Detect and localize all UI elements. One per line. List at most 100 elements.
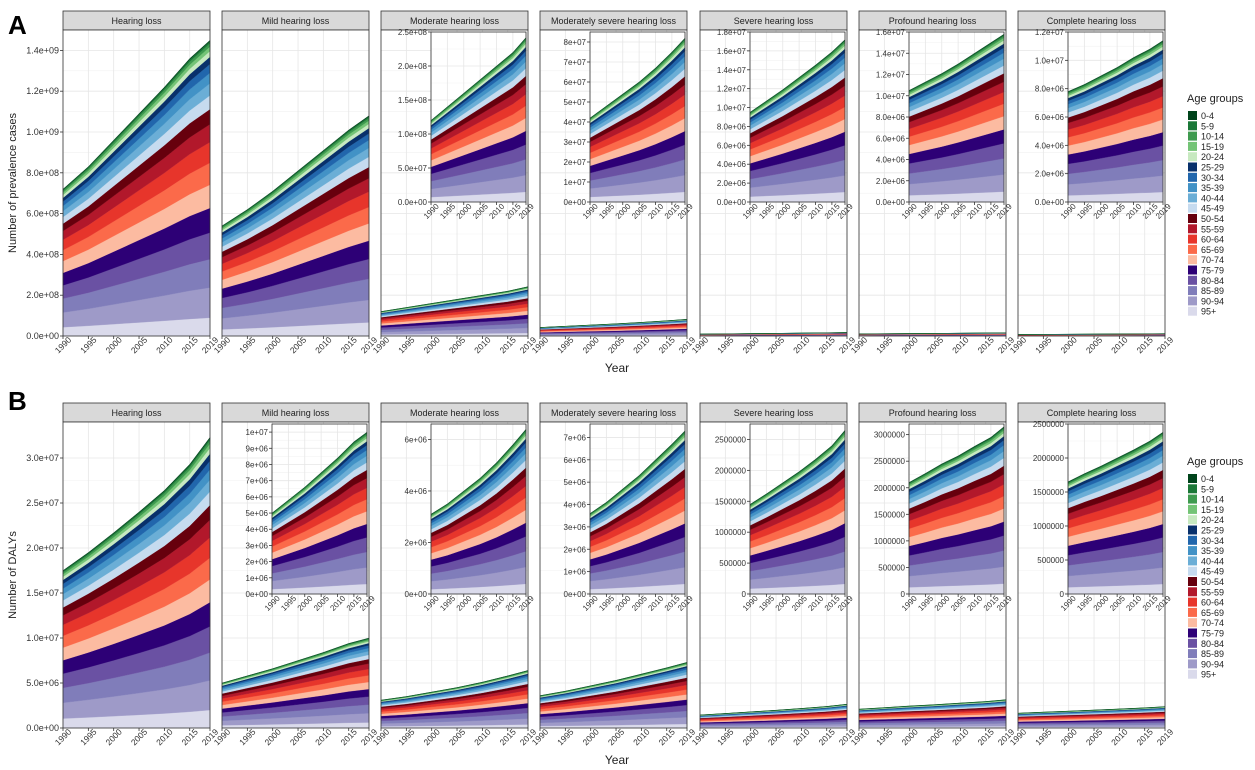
- main-ytick-label-1: 2.0e+08: [26, 290, 59, 300]
- main-xtick-label-1995: 1995: [396, 335, 417, 356]
- main-ytick-label-5: 1.0e+09: [26, 127, 59, 137]
- inset-ytick-label-9: 1.8e+07: [717, 28, 747, 37]
- main-xtick-label-2015: 2015: [975, 727, 996, 748]
- plot-border: [62, 421, 211, 729]
- legend-label-40-44: 40-44: [1201, 556, 1224, 566]
- legend-label-90-94: 90-94: [1201, 659, 1224, 669]
- main-ytick-label-2: 1.0e+07: [26, 633, 59, 643]
- main-xtick-label-2010: 2010: [631, 727, 652, 748]
- main-xtick-label-2000: 2000: [899, 727, 920, 748]
- inset-ytick-label-8: 8e+07: [564, 38, 587, 47]
- legend-swatch-50-54: [1188, 214, 1197, 223]
- facet-title: Moderate hearing loss: [410, 408, 500, 418]
- inset-ytick-label-3: 3e+06: [246, 541, 269, 550]
- main-xtick-label-2010: 2010: [472, 727, 493, 748]
- inset-ytick-label-5: 2500000: [1033, 420, 1065, 429]
- inset-ytick-label-1: 500000: [1037, 556, 1064, 565]
- inset-ytick-label-3: 1.5e+08: [398, 96, 428, 105]
- main-xtick-label-2010: 2010: [313, 727, 334, 748]
- panel-B: B Number of DALYs Year Hearing loss 0.0e+00 5…: [7, 386, 1244, 767]
- legend-swatch-10-14: [1188, 494, 1197, 504]
- inset-ytick-label-0: 0.0e+00: [717, 198, 747, 207]
- inset-ytick-label-7: 7e+06: [246, 477, 269, 486]
- facet-title: Hearing loss: [111, 408, 162, 418]
- main-xtick-label-2000: 2000: [1058, 335, 1079, 356]
- inset-ytick-label-1: 2.0e+06: [717, 179, 747, 188]
- legend: Age groups 0-45-910-1415-1920-2425-2930-3…: [1187, 456, 1244, 680]
- inset-ytick-label-8: 1.6e+07: [717, 47, 747, 56]
- inset-ytick-label-7: 1.4e+07: [876, 49, 906, 58]
- inset-ytick-label-3: 3e+06: [564, 523, 587, 532]
- main-xtick-label-1995: 1995: [1033, 335, 1054, 356]
- legend-swatch-50-54: [1188, 577, 1197, 586]
- inset-ytick-label-2: 4.0e+06: [717, 160, 747, 169]
- inset-ytick-label-4: 4e+07: [564, 118, 587, 127]
- legend-label-80-84: 80-84: [1201, 639, 1224, 649]
- main-xtick-label-2015: 2015: [656, 335, 677, 356]
- main-xtick-label-2005: 2005: [129, 727, 150, 748]
- main-xtick-label-2000: 2000: [580, 727, 601, 748]
- legend-label-75-79: 75-79: [1201, 266, 1224, 276]
- inset-ytick-label-3: 6.0e+06: [876, 134, 906, 143]
- legend-label-0-4: 0-4: [1201, 111, 1214, 121]
- facet-title: Mild hearing loss: [262, 408, 330, 418]
- main-xtick-label-1995: 1995: [715, 727, 736, 748]
- facet-title: Hearing loss: [111, 16, 162, 26]
- legend-label-35-39: 35-39: [1201, 546, 1224, 556]
- inset-ytick-label-5: 5e+07: [564, 98, 587, 107]
- main-xtick-label-2005: 2005: [606, 335, 627, 356]
- main-xtick-label-1995: 1995: [874, 335, 895, 356]
- legend-swatch-60-64: [1188, 597, 1197, 607]
- legend-label-75-79: 75-79: [1201, 629, 1224, 639]
- plot-border: [539, 29, 688, 337]
- legend-swatch-70-74: [1188, 618, 1197, 628]
- legend-title: Age groups: [1187, 93, 1244, 105]
- legend-swatch-35-39: [1188, 183, 1197, 193]
- legend-title: Age groups: [1187, 456, 1244, 468]
- main-xtick-label-2010: 2010: [1109, 335, 1130, 356]
- legend-label-10-14: 10-14: [1201, 495, 1224, 505]
- legend-swatch-90-94: [1188, 296, 1197, 306]
- inset-ytick-label-1: 5.0e+07: [398, 164, 428, 173]
- main-xtick-label-2005: 2005: [447, 335, 468, 356]
- main-ytick-label-0: 0.0e+00: [26, 723, 59, 733]
- facet-title: Complete hearing loss: [1047, 16, 1137, 26]
- plot-border: [221, 29, 370, 337]
- inset-border: [589, 31, 686, 203]
- main-xtick-label-2000: 2000: [262, 335, 283, 356]
- legend-label-50-54: 50-54: [1201, 577, 1224, 587]
- legend-swatch-0-4: [1188, 474, 1197, 483]
- facet-title: Profound hearing loss: [889, 408, 977, 418]
- inset-ytick-label-2: 1000000: [874, 537, 906, 546]
- main-xtick-label-2000: 2000: [1058, 727, 1079, 748]
- legend-swatch-90-94: [1188, 659, 1197, 669]
- legend-label-95+: 95+: [1201, 307, 1216, 317]
- inset-ytick-label-9: 9e+06: [246, 444, 269, 453]
- inset-ytick-label-5: 2.5e+08: [398, 28, 428, 37]
- main-xtick-label-2010: 2010: [950, 335, 971, 356]
- inset-ytick-label-5: 1.0e+07: [717, 104, 747, 113]
- plot-border: [858, 421, 1007, 729]
- legend-label-35-39: 35-39: [1201, 183, 1224, 193]
- plot-border: [1017, 29, 1166, 337]
- legend-swatch-25-29: [1188, 525, 1197, 535]
- main-xtick-label-2005: 2005: [1084, 727, 1105, 748]
- main-xtick-label-2019: 2019: [1155, 335, 1176, 356]
- inset-border: [430, 31, 527, 203]
- legend-swatch-80-84: [1188, 638, 1197, 648]
- inset-ytick-label-1: 1e+06: [564, 568, 587, 577]
- main-ytick-label-7: 1.4e+09: [26, 45, 59, 55]
- legend-swatch-5-9: [1188, 121, 1197, 131]
- plot-border: [699, 29, 848, 337]
- inset-ytick-label-7: 7e+07: [564, 58, 587, 67]
- main-ytick-label-2: 4.0e+08: [26, 249, 59, 259]
- legend-label-80-84: 80-84: [1201, 276, 1224, 286]
- inset-ytick-label-4: 4e+06: [564, 501, 587, 510]
- legend-swatch-0-4: [1188, 111, 1197, 120]
- inset-ytick-label-6: 6e+06: [246, 493, 269, 502]
